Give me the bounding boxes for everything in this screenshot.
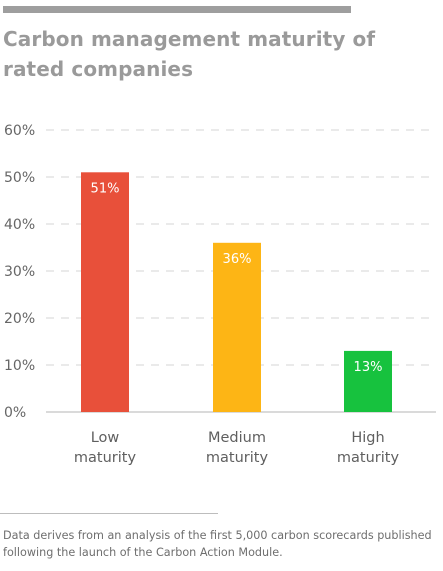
data-labels: 51% 36% 13% <box>91 181 383 375</box>
chart-title: Carbon management maturity of rated comp… <box>3 27 376 81</box>
footnote-rule <box>0 513 218 514</box>
y-tick-label: 40% <box>4 217 35 233</box>
bars <box>81 172 392 412</box>
x-category-label: Low maturity <box>74 430 137 466</box>
y-tick-label: 0% <box>4 405 26 421</box>
y-tick-label: 10% <box>4 358 35 374</box>
data-label: 13% <box>354 360 383 375</box>
top-rule <box>3 6 351 13</box>
bar-chart: 0% 10% 20% 30% 40% 50% 60% 51% 36% 13% Low maturi… <box>4 123 436 466</box>
x-category-label: Medium maturity <box>206 430 269 466</box>
data-label: 36% <box>223 252 252 267</box>
y-tick-label: 20% <box>4 311 35 327</box>
y-tick-label: 60% <box>4 123 35 139</box>
bar <box>81 172 129 412</box>
y-tick-label: 50% <box>4 170 35 186</box>
x-category-label: High maturity <box>337 430 400 466</box>
data-label: 51% <box>91 181 120 196</box>
bar <box>344 350 392 412</box>
footnote: Data derives from an analysis of the fir… <box>3 529 432 559</box>
bar <box>213 242 261 412</box>
x-axis-category-labels: Low maturity Medium maturity High maturity <box>74 430 400 466</box>
y-axis-tick-labels: 0% 10% 20% 30% 40% 50% 60% <box>4 123 35 421</box>
y-tick-label: 30% <box>4 264 35 280</box>
